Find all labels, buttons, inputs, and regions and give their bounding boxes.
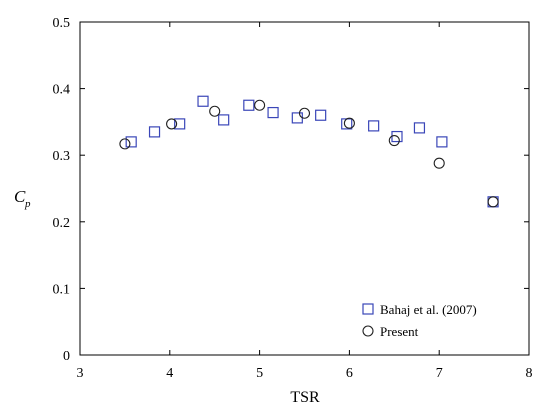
- circle-data-point: [254, 99, 266, 111]
- circle-data-point: [388, 134, 400, 147]
- square-data-point: [174, 118, 186, 130]
- x-tick-label: 7: [436, 366, 443, 381]
- square-data-point: [218, 114, 230, 126]
- square-data-point: [148, 126, 161, 138]
- y-tick-label: 0.2: [53, 216, 71, 231]
- legend-label: Present: [380, 324, 419, 339]
- square-data-point: [413, 122, 426, 134]
- data-points: [119, 95, 499, 208]
- series-circle-points: [119, 99, 499, 208]
- circle-data-point: [209, 105, 221, 117]
- y-tick-label: 0.4: [53, 83, 71, 98]
- square-data-point: [243, 99, 255, 111]
- x-tick-label: 8: [526, 366, 533, 381]
- circle-data-point: [119, 138, 131, 150]
- y-tick-label: 0: [63, 349, 70, 364]
- legend-item: Bahaj et al. (2007): [362, 302, 477, 317]
- circle-data-point: [343, 117, 355, 129]
- legend-item: Present: [362, 324, 419, 339]
- circle-data-point: [166, 118, 178, 130]
- axis-ticks: 3 4 5 6 7 8 0 0.1 0.2 0.3 0.4 0.5: [53, 16, 533, 381]
- series-square-points: [125, 95, 499, 208]
- square-data-point: [291, 112, 303, 124]
- square-data-point: [125, 136, 137, 148]
- plot-frame: [79, 21, 530, 356]
- square-data-point: [197, 95, 209, 107]
- y-axis-label: C p: [14, 187, 31, 210]
- legend-label: Bahaj et al. (2007): [380, 302, 477, 317]
- circle-data-point: [433, 157, 445, 169]
- legend-square-marker: [362, 303, 374, 315]
- square-data-point: [368, 120, 380, 132]
- x-tick-label: 3: [77, 366, 84, 381]
- x-tick-label: 5: [256, 366, 263, 381]
- y-tick-label: 0.1: [53, 282, 71, 297]
- y-axis-label-main: C: [14, 187, 26, 206]
- legend-circle-marker: [362, 325, 374, 337]
- square-data-point: [436, 136, 448, 148]
- square-data-point: [315, 109, 327, 121]
- y-axis-label-subscript: p: [24, 198, 31, 210]
- legend: Bahaj et al. (2007) Present: [362, 302, 477, 339]
- square-data-point: [267, 106, 279, 119]
- y-tick-label: 0.5: [53, 16, 71, 31]
- circle-data-point: [487, 196, 499, 208]
- x-tick-label: 6: [346, 366, 353, 381]
- x-tick-label: 4: [166, 366, 173, 381]
- x-axis-label: TSR: [290, 389, 320, 406]
- circle-data-point: [298, 107, 311, 119]
- y-tick-label: 0.3: [53, 149, 71, 164]
